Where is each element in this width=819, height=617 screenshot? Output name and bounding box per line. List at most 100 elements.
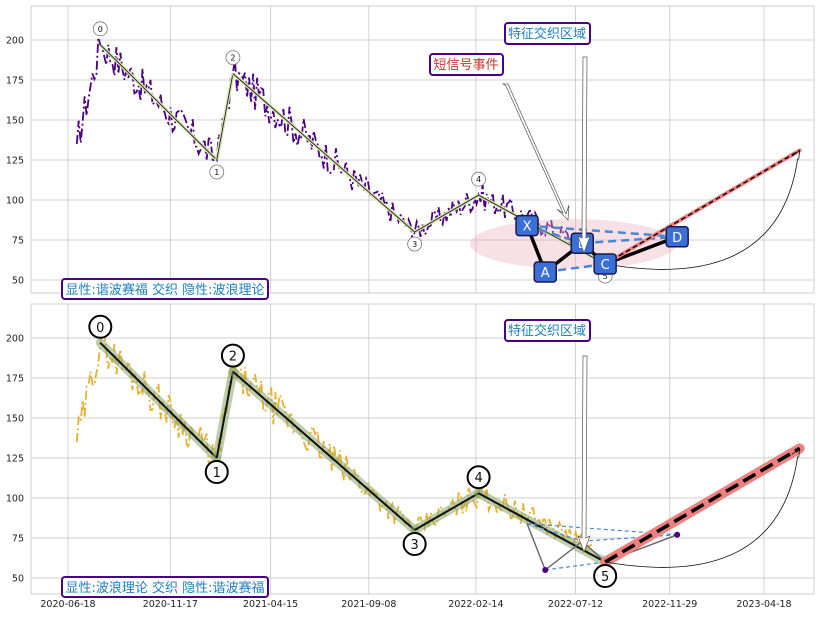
projection-curve (605, 456, 799, 568)
y-tick-label: 200 (6, 334, 24, 345)
wave-label-1: 1 (214, 168, 219, 177)
wave-label-circle (88, 314, 113, 339)
wave-label-5: 5 (601, 570, 609, 585)
harmonic-label-box (533, 261, 557, 283)
bottom-wave-labels: 0 1 2 3 4 5 (88, 314, 618, 588)
wave-label-0: 0 (96, 321, 104, 336)
top-y-axis: 50 75 100 125 150 175 200 (6, 36, 24, 287)
wave-segment (216, 73, 234, 161)
wave-label-5: 5 (603, 272, 608, 281)
y-tick-label: 75 (12, 534, 24, 545)
wave-label-circle (220, 343, 245, 368)
harmonic-ratio-line (526, 523, 583, 542)
wave-segment (414, 492, 480, 531)
x-tick-label: 2022-07-12 (548, 599, 603, 610)
bottom-feature-zone-arrow (577, 355, 591, 553)
bottom-feature-zone-text: 特征交织区域 (508, 323, 586, 339)
wave-label-circle (471, 171, 486, 187)
bottom-projection (600, 443, 805, 568)
x-tick-label: 2021-09-08 (341, 599, 396, 610)
y-tick-label: 150 (6, 414, 24, 425)
wave-label-circle (204, 460, 229, 484)
wave-label-4: 4 (474, 471, 482, 486)
wave-label-1: 1 (213, 466, 221, 481)
harmonic-leg (604, 235, 678, 266)
wave-label-3: 3 (412, 240, 417, 249)
harmonic-label-box (515, 214, 539, 237)
wave-segment (414, 194, 479, 233)
harmonic-label-D: D (672, 231, 682, 246)
bottom-y-axis: 50 75 100 125 150 175 200 (6, 334, 24, 585)
harmonic-ratio-line (582, 534, 678, 542)
wave-segment (215, 371, 234, 459)
wave-label-circle (209, 164, 225, 180)
y-tick-label: 150 (6, 116, 24, 127)
wave-label-circle (407, 236, 423, 252)
y-tick-label: 175 (6, 76, 24, 87)
y-tick-label: 125 (6, 156, 24, 167)
y-tick-label: 100 (6, 196, 24, 207)
wave-segment (99, 342, 218, 459)
wave-label-4: 4 (476, 175, 481, 184)
signal-event-arrow (501, 83, 570, 221)
top-wave-lines (99, 43, 606, 266)
wave-label-2: 2 (229, 350, 237, 365)
signal-event-text: 短信号事件 (433, 58, 498, 73)
harmonic-ratio-line (582, 235, 678, 245)
bottom-wave-lines (95, 338, 610, 567)
x-tick-label: 2022-02-14 (448, 599, 503, 610)
signal-event-box: 短信号事件 (429, 53, 504, 76)
projection-arrowhead (791, 149, 801, 160)
projection-arrowhead (791, 447, 801, 458)
top-plot-area (30, 5, 815, 294)
wave-label-circle (593, 564, 618, 588)
top-feature-zone-box: 特征交织区域 (504, 22, 591, 45)
bottom-feature-zone-box: 特征交织区域 (504, 319, 591, 342)
projection-curve (605, 158, 799, 270)
y-tick-label: 50 (12, 276, 24, 287)
top-feature-zone-arrow (577, 56, 591, 255)
harmonic-leg (544, 540, 583, 571)
top-feature-zone-text: 特征交织区域 (508, 26, 586, 42)
wave-label-circle (225, 50, 241, 65)
top-projection (603, 148, 802, 270)
bottom-legend-box: 显性:波浪理论 交织 隐性:谐波赛福 (61, 576, 269, 598)
top-harmonic-labels: XABCD (515, 214, 689, 283)
harmonic-point (542, 567, 549, 573)
top-price-line (75, 37, 593, 259)
harmonic-ratio-line (545, 561, 606, 571)
projection-line (604, 446, 801, 564)
harmonic-leg (526, 523, 546, 571)
y-tick-label: 100 (6, 494, 24, 505)
y-tick-label: 75 (12, 236, 24, 247)
harmonic-label-box (593, 253, 617, 275)
wave-label-3: 3 (411, 538, 419, 553)
top-legend-text: 显性:谐波赛福 交织 隐性:波浪理论 (65, 282, 264, 298)
harmonic-label-A: A (541, 266, 550, 281)
wave-segment (99, 44, 218, 161)
y-tick-label: 50 (12, 574, 24, 585)
wave-label-circle (402, 532, 427, 556)
bottom-legend-text: 显性:波浪理论 交织 隐性:谐波赛福 (65, 580, 264, 596)
x-axis: 2020-06-18 2020-11-17 2021-04-15 2021-09-08… (40, 599, 791, 610)
x-tick-label: 2022-11-29 (642, 599, 697, 610)
wave-label-circle (92, 21, 108, 37)
wave-label-0: 0 (98, 25, 103, 34)
wave-label-2: 2 (230, 54, 235, 63)
x-tick-label: 2023-04-18 (736, 599, 791, 610)
y-tick-label: 200 (6, 36, 24, 47)
y-tick-label: 175 (6, 374, 24, 385)
top-legend-box: 显性:谐波赛福 交织 隐性:波浪理论 (61, 278, 269, 300)
harmonic-label-X: X (523, 220, 532, 235)
harmonic-point (674, 531, 681, 538)
y-tick-label: 125 (6, 454, 24, 465)
projection-line (604, 149, 801, 265)
harmonic-label-C: C (601, 258, 610, 273)
x-tick-label: 2020-11-17 (143, 599, 198, 610)
harmonic-ratio-line (545, 262, 606, 274)
wave-label-circle (466, 465, 491, 490)
x-tick-label: 2021-04-15 (243, 599, 298, 610)
